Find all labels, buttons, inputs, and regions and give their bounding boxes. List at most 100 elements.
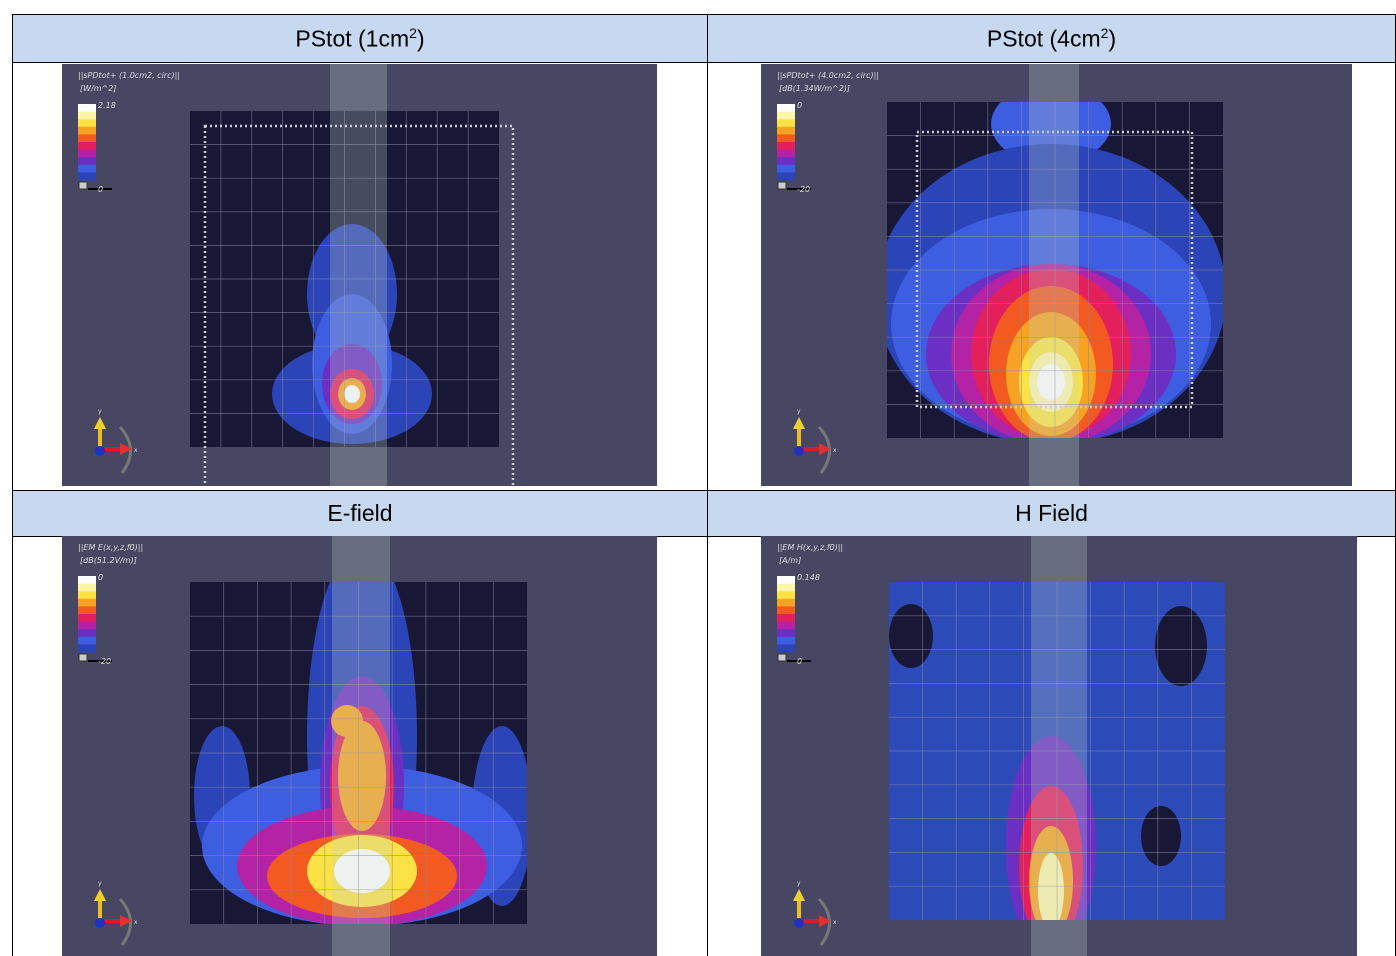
device-strip: [1031, 536, 1087, 956]
plot-title: ||EM H(x,y,z,f0)||: [777, 543, 843, 552]
plot-unit: [dB(1.34W/m^2)]: [779, 84, 850, 93]
header-text: E-field: [327, 500, 393, 526]
colorbar-step: [78, 119, 96, 128]
plot-title: ||sPDtot+ (1.0cm2, circ)||: [78, 71, 180, 80]
colorbar-step: [777, 172, 795, 181]
device-strip: [1029, 64, 1079, 486]
colorbar-min-label: -20: [797, 185, 810, 194]
colorbar-step: [777, 142, 795, 151]
colorbar-step: [78, 583, 96, 592]
colorbar-step: [78, 111, 96, 120]
colorbar-step: [78, 636, 96, 645]
colorbar-step: [777, 629, 795, 638]
heatmap: [887, 102, 1223, 438]
colorbar-step: [777, 111, 795, 120]
axis-y-head: [94, 417, 106, 429]
header-cell: PStot (1cm2): [12, 14, 708, 63]
colorbar-step: [78, 164, 96, 173]
colorbar-step: [78, 576, 96, 585]
heatmap: [889, 582, 1225, 920]
colorbar-step: [777, 598, 795, 607]
evaluation-area: [203, 124, 515, 486]
colorbar-step: [777, 576, 795, 585]
colorbar-step: [78, 591, 96, 600]
field-plot: ||sPDtot+ (1.0cm2, circ)|| [W/m^2] 2.18 0 y x: [62, 64, 657, 486]
colorbar-step: [777, 119, 795, 128]
header-cell: E-field: [12, 490, 708, 537]
axis-x-head: [120, 915, 132, 927]
colorbar-icon: [777, 181, 787, 190]
colorbar-min-label: 0: [98, 185, 103, 194]
colorbar-step: [777, 104, 795, 113]
field-contour: [1037, 364, 1065, 400]
axis-x-label: x: [833, 919, 837, 926]
plot-title: ||sPDtot+ (4.0cm2, circ)||: [777, 71, 879, 80]
field-contour: [1141, 806, 1181, 866]
field-contour: [889, 604, 933, 668]
device-strip: [332, 536, 390, 956]
colorbar-max-label: 2.18: [98, 101, 116, 110]
plot-title: ||EM E(x,y,z,f0)||: [78, 543, 143, 552]
colorbar-step: [777, 583, 795, 592]
colorbar-max-label: 0: [797, 101, 802, 110]
colorbar-step: [78, 142, 96, 151]
field-contour: [331, 705, 363, 737]
colorbar-step: [777, 157, 795, 166]
header-text: PStot (4cm2): [986, 24, 1117, 52]
colorbar-step: [777, 134, 795, 143]
colorbar-max-label: 0: [98, 573, 103, 582]
axis-z: [95, 918, 105, 928]
colorbar-icon: [78, 653, 88, 662]
colorbar-step: [777, 149, 795, 158]
field-contour: [344, 385, 360, 403]
colorbar-step: [777, 591, 795, 600]
axis-y-head: [793, 889, 805, 901]
colorbar-min-label: -20: [98, 657, 111, 666]
colorbar-step: [78, 104, 96, 113]
plot-unit: [A/m]: [779, 556, 801, 565]
colorbar-step: [78, 644, 96, 653]
axis-x-head: [819, 443, 831, 455]
axis-x-head: [120, 443, 132, 455]
field-plot: ||EM E(x,y,z,f0)|| [dB(51.2V/m)] 0 -20 y x: [62, 536, 657, 956]
colorbar-step: [78, 621, 96, 630]
colorbar-step: [78, 134, 96, 143]
axis-y-label: y: [98, 408, 102, 415]
colorbar-step: [777, 621, 795, 630]
heatmap: [190, 111, 499, 447]
axis-y-head: [94, 889, 106, 901]
axis-y-label: y: [797, 408, 801, 415]
field-contour: [1155, 606, 1207, 686]
axis-y-label: y: [98, 880, 102, 887]
colorbar-step: [78, 126, 96, 135]
colorbar-step: [777, 164, 795, 173]
header-text: H Field: [1015, 500, 1088, 526]
colorbar-step: [777, 126, 795, 135]
colorbar-step: [777, 614, 795, 623]
device-strip: [330, 64, 387, 486]
plot-unit: [W/m^2]: [80, 84, 116, 93]
field-contour: [338, 721, 386, 831]
axis-x-label: x: [134, 919, 138, 926]
colorbar-icon: [78, 181, 88, 190]
field-plot: ||sPDtot+ (4.0cm2, circ)|| [dB(1.34W/m^2)…: [761, 64, 1352, 486]
axis-x-head: [819, 915, 831, 927]
colorbar-icon: [777, 653, 787, 662]
colorbar-min-label: 0: [797, 657, 802, 666]
axis-z: [95, 446, 105, 456]
axis-y-label: y: [797, 880, 801, 887]
header-cell: H Field: [707, 490, 1396, 537]
axis-z: [794, 918, 804, 928]
colorbar-step: [78, 629, 96, 638]
colorbar-step: [78, 149, 96, 158]
axis-x-label: x: [134, 447, 138, 454]
axis-x-label: x: [833, 447, 837, 454]
plot-unit: [dB(51.2V/m)]: [80, 556, 137, 565]
colorbar-step: [78, 598, 96, 607]
header-text: PStot (1cm2): [295, 24, 425, 52]
colorbar-max-label: 0.148: [797, 573, 820, 582]
heatmap: [190, 582, 527, 924]
colorbar-step: [78, 172, 96, 181]
field-plot: ||EM H(x,y,z,f0)|| [A/m] 0.148 0 y x: [761, 536, 1357, 956]
